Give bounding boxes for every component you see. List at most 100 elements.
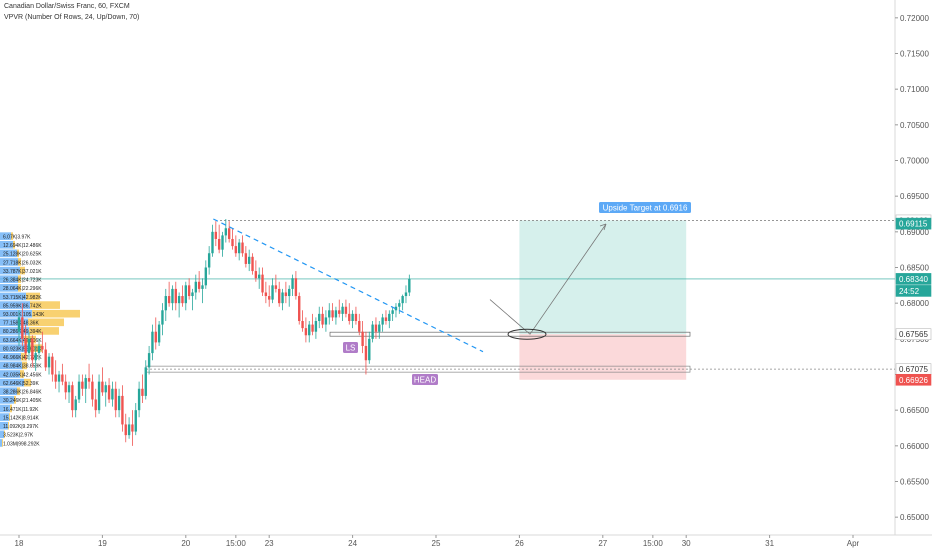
candle-body [348,313,351,321]
vp-down-bar [20,370,24,378]
x-tick-label: 31 [765,539,774,548]
candle-body [274,285,278,289]
vp-label: 38.286K|26.846K [3,390,42,396]
candle-body [71,385,74,411]
vp-label: 11.092K|9.297K [3,424,39,430]
candle-body [368,338,371,361]
vp-up-bar [0,396,14,404]
candle-body [264,292,268,297]
candle-body [204,267,208,286]
vp-up-bar [0,404,10,413]
y-tick-label: 0.66000 [900,442,929,451]
candle-body [381,317,384,325]
candle-body [117,395,121,411]
price-tag-label: 0.67565 [899,330,928,339]
vp-up-bar [0,240,13,249]
indicator-label[interactable]: VPVR (Number Of Rows, 24, Up/Down, 70) [4,14,140,21]
y-tick-label: 0.65000 [900,513,929,522]
candle-body [101,381,104,393]
vp-label: 48.984K|38.659K [3,364,42,370]
vp-down-bar [18,284,21,292]
y-tick-label: 0.71000 [900,85,929,94]
vp-down-bar [26,292,40,301]
stop-zone [519,334,687,380]
candle-body [237,242,241,254]
vp-down-bar [32,309,80,318]
x-tick-label: 20 [181,539,190,548]
candle-body [354,313,358,321]
candle-body [341,306,344,314]
candle-body [194,281,198,293]
candle-body [324,317,328,325]
price-tag-bg [895,273,932,285]
price-tag-bg [895,373,932,386]
x-tick-label: 23 [265,539,274,548]
projection-arrowhead [599,223,607,231]
annotation-head-bg [412,374,438,385]
candle-body [177,296,181,304]
candle-body [331,310,334,318]
candle-body [24,338,27,354]
candle-body [187,285,191,297]
candle-body [134,410,137,432]
candle-body [87,378,91,382]
candle-body [261,274,264,293]
vp-down-bar [8,421,9,430]
candle-body [241,242,244,254]
vp-label: 16.471K|11.92K [3,407,39,413]
price-tag-label: 0.68340 [899,275,928,284]
candle-body [234,246,238,254]
vp-up-bar [0,258,18,266]
vp-up-bar [0,430,4,439]
vp-down-bar [18,275,21,284]
candle-body [251,256,254,272]
candle-body [247,256,251,264]
candles [17,218,411,446]
vp-up-bar [0,387,17,396]
x-tick-label: 30 [682,539,691,548]
candle-body [304,328,308,336]
vp-label: 28.064K|22.296K [3,286,42,292]
vp-down-bar [21,352,27,361]
vp-down-bar [28,344,42,352]
candle-body [81,381,84,389]
vp-up-bar [0,284,18,292]
price-tag-label: 24:52 [899,287,920,296]
candle-body [227,228,231,239]
candle-body [291,278,294,289]
vp-up-bar [0,275,18,284]
candle-body [27,338,31,354]
y-tick-label: 0.71500 [900,50,929,59]
chart-title: Canadian Dollar/Swiss Franc, 60, FXCM [4,3,130,10]
target-zone [519,220,687,335]
candle-body [294,278,298,297]
price-tag-bg [895,328,932,340]
x-tick-label: 26 [515,539,524,548]
volume-profile: 6.07K|3.97K 12.694K|12.486K 25.128K|20.625… [0,232,80,447]
candle-body [351,313,354,321]
projection-path [489,223,607,335]
x-tick-label: 25 [432,539,441,548]
candle-body [147,353,151,368]
vp-down-bar [17,387,20,396]
vp-up-bar [0,249,17,258]
candle-body [308,324,311,336]
candle-body [311,324,314,332]
candle-body [61,374,64,382]
price-tag-label: 0.69115 [899,220,928,229]
candle-body [378,324,381,332]
vp-label: 93.001K|105.143K [3,312,45,318]
vp-down-bar [9,413,10,421]
candle-body [174,288,177,304]
annotation-target: Upside Target at 0.6916 [603,203,688,212]
candle-body [114,388,117,411]
y-tick-label: 0.68500 [900,264,929,273]
y-tick-label: 0.70000 [900,157,929,166]
vp-up-bar [0,309,32,318]
candle-body [154,331,157,343]
candle-body [321,313,324,325]
candle-body [328,310,331,318]
price-tag-label: 0.67075 [899,365,928,374]
candle-body [111,388,114,400]
